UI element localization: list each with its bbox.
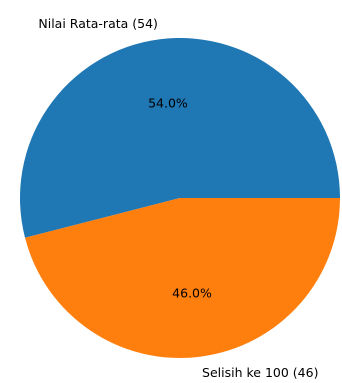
pie-slice-2	[25, 198, 340, 358]
pie-category-label-2: Selisih ke 100 (46)	[202, 365, 318, 380]
pie-percent-label-1: 54.0%	[148, 95, 188, 110]
pie-category-label-1: Nilai Rata-rata (54)	[38, 16, 158, 31]
pie-percent-label-2: 46.0%	[172, 286, 212, 301]
pie-slices	[19, 38, 340, 358]
pie-slice-1	[19, 38, 340, 238]
pie-labels: 54.0% Nilai Rata-rata (54) 46.0% Selisih ke…	[38, 16, 318, 380]
